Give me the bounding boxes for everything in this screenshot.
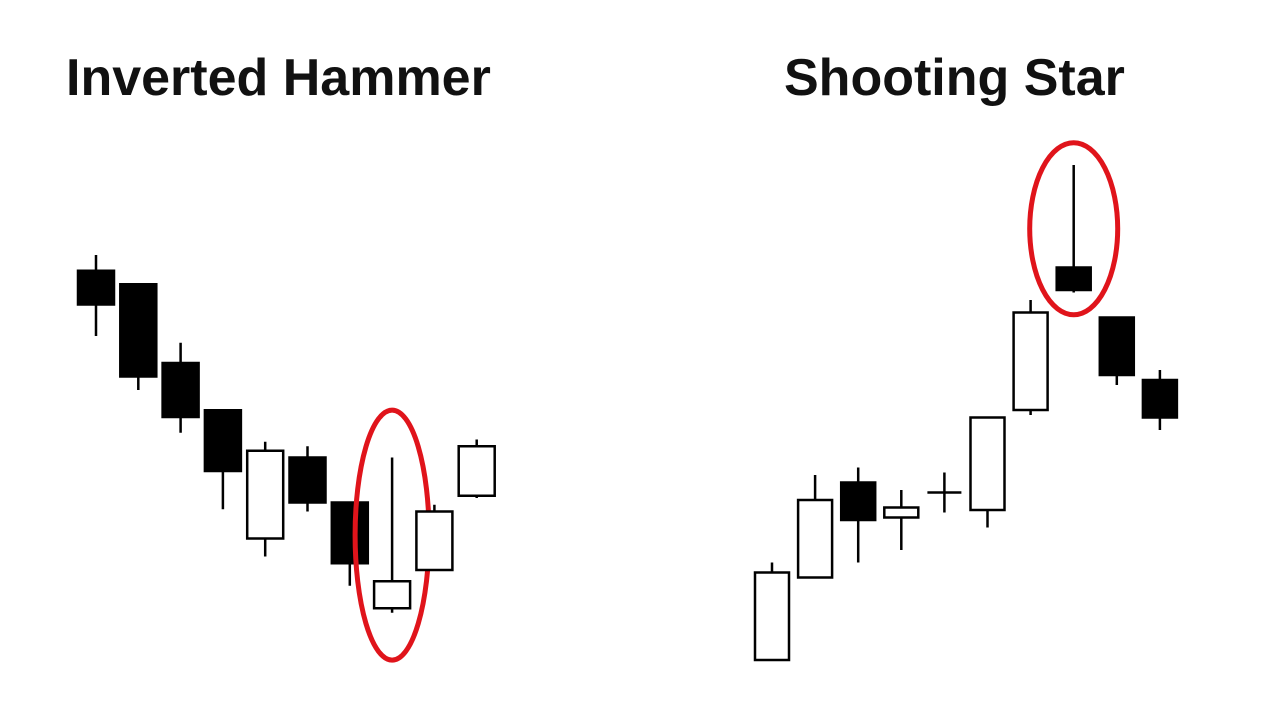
shooting-star-title: Shooting Star bbox=[784, 49, 1125, 107]
candle-body bbox=[839, 481, 877, 522]
candle-bullish bbox=[883, 490, 920, 550]
candle-body bbox=[1098, 316, 1136, 377]
candle-bullish bbox=[927, 472, 962, 513]
candle-body bbox=[245, 449, 285, 540]
candle-body bbox=[796, 498, 834, 579]
candle-bearish bbox=[288, 446, 327, 512]
candle-bearish bbox=[1055, 165, 1092, 293]
candle-body bbox=[415, 510, 454, 572]
candle-body bbox=[76, 269, 116, 306]
candle-bearish bbox=[161, 342, 200, 433]
candle-body bbox=[288, 456, 327, 504]
highlight-ellipse bbox=[1027, 140, 1121, 318]
candle-body bbox=[330, 501, 370, 565]
candle-bullish bbox=[796, 475, 834, 579]
candle-bearish bbox=[119, 283, 158, 390]
candle-bullish bbox=[372, 457, 412, 613]
candle-body bbox=[161, 361, 200, 419]
candle-bearish bbox=[203, 409, 243, 510]
candle-bearish bbox=[839, 467, 877, 563]
candle-bullish bbox=[245, 441, 285, 557]
candle-body bbox=[203, 409, 243, 473]
candle-bullish bbox=[969, 416, 1006, 528]
candle-bearish bbox=[76, 255, 116, 336]
candle-bullish bbox=[457, 439, 496, 498]
candle-body bbox=[372, 580, 412, 610]
candle-body bbox=[457, 445, 496, 497]
inverted-hammer-chart bbox=[76, 255, 496, 663]
candle-body bbox=[883, 506, 920, 519]
candle-body bbox=[1141, 378, 1179, 419]
candle-bullish bbox=[1012, 300, 1049, 415]
candle-body bbox=[119, 283, 158, 378]
candle-bearish bbox=[1141, 370, 1179, 430]
candle-body bbox=[1012, 311, 1049, 412]
candle-body bbox=[969, 416, 1006, 512]
candle-bullish bbox=[753, 562, 791, 662]
shooting-star-chart bbox=[753, 140, 1179, 662]
inverted-hammer-title: Inverted Hammer bbox=[66, 49, 491, 107]
candle-bearish bbox=[1098, 316, 1136, 385]
candle-bullish bbox=[415, 504, 454, 572]
candle-body bbox=[1055, 266, 1092, 292]
candle-bearish bbox=[330, 501, 370, 586]
candle-body bbox=[753, 571, 791, 662]
